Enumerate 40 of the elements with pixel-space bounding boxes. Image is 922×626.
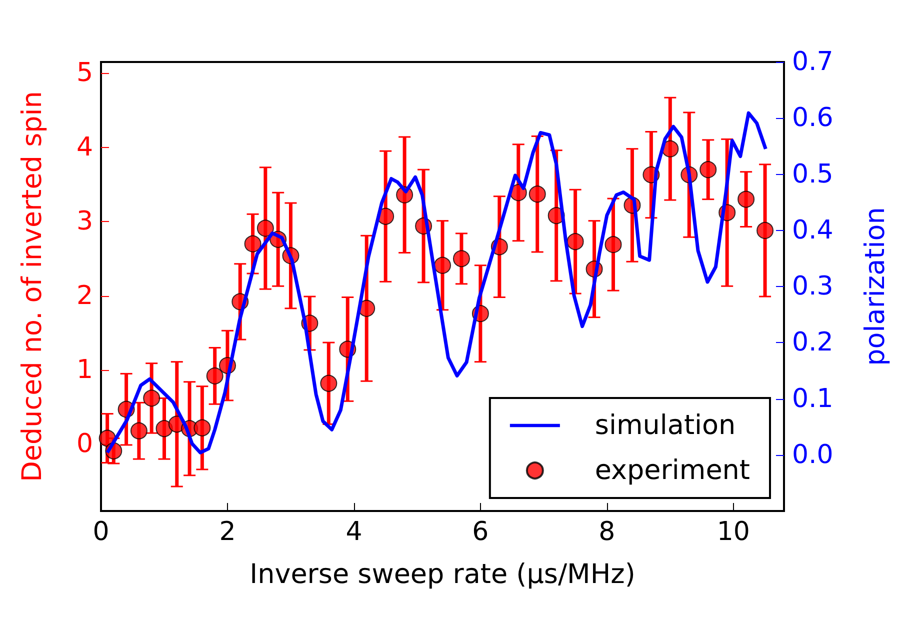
- point: [194, 419, 211, 436]
- x-tick-label: 4: [346, 517, 362, 547]
- y-tick-label: 5: [76, 58, 93, 88]
- point: [143, 390, 160, 407]
- y-tick-label: 1: [76, 354, 93, 385]
- point: [662, 140, 679, 158]
- point: [738, 190, 755, 208]
- y-tick-label: 0: [76, 429, 93, 460]
- point: [528, 186, 546, 203]
- point: [206, 367, 224, 384]
- point: [434, 256, 451, 274]
- y2-tick-label: 0.1: [792, 384, 834, 414]
- point: [756, 222, 774, 239]
- y2-axis-title: polarization: [860, 207, 891, 366]
- point: [700, 161, 717, 178]
- y2-tick-label: 0.0: [792, 440, 834, 470]
- x-tick-label: 2: [219, 517, 236, 547]
- point: [130, 422, 148, 440]
- y-tick-label: 2: [76, 280, 93, 311]
- point: [604, 236, 622, 254]
- y-tick-label: 3: [76, 206, 93, 237]
- x-tick-label: 10: [716, 517, 750, 547]
- point: [244, 235, 262, 252]
- x-tick-label: 8: [598, 517, 616, 547]
- y2-tick-label: 0.2: [792, 328, 834, 358]
- legend-label: experiment: [594, 455, 750, 486]
- point: [452, 250, 470, 268]
- y2-tick-label: 0.6: [792, 103, 834, 134]
- y-tick-label: 4: [76, 132, 93, 162]
- point: [256, 220, 274, 237]
- legend-label: simulation: [594, 410, 736, 441]
- y2-tick-label: 0.7: [792, 47, 834, 77]
- x-tick-label: 6: [472, 517, 489, 547]
- point: [566, 233, 584, 250]
- y2-tick-label: 0.3: [792, 272, 834, 302]
- y-axis-title: Deduced no. of inverted spin: [17, 91, 48, 482]
- point: [320, 374, 338, 392]
- y2-tick-label: 0.5: [792, 159, 834, 190]
- y2-tick-label: 0.4: [792, 215, 834, 246]
- x-axis-title: Inverse sweep rate (μs/MHz): [250, 559, 636, 590]
